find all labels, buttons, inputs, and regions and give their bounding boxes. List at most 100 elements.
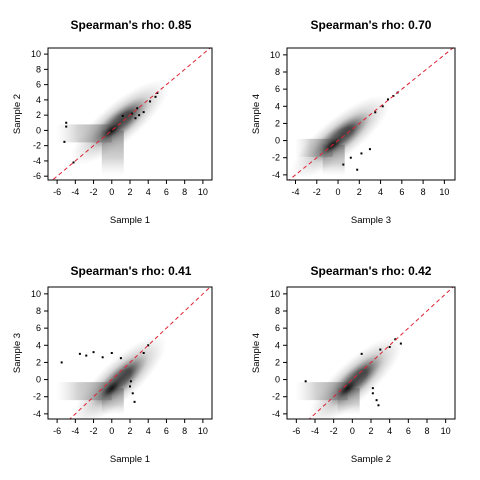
outlier-point <box>388 346 391 348</box>
y-tick-label: 2 <box>275 357 280 367</box>
x-tick-label: -6 <box>292 426 300 436</box>
outlier-point <box>147 344 150 347</box>
x-tick-label: 6 <box>399 187 404 197</box>
chart-title: Spearman's rho: 0.85 <box>71 18 192 32</box>
x-axis-label: Sample 1 <box>110 215 150 226</box>
x-tick-label: 2 <box>127 426 132 436</box>
x-tick-label: -6 <box>53 187 61 197</box>
outlier-point <box>399 342 402 345</box>
x-tick-label: 10 <box>198 187 208 197</box>
y-tick-label: 8 <box>36 64 41 74</box>
y-tick-label: 8 <box>275 67 280 77</box>
outlier-point <box>377 404 380 407</box>
x-tick-label: 10 <box>441 426 451 436</box>
outlier-point <box>110 352 113 354</box>
y-tick-label: 10 <box>270 289 280 299</box>
density-area <box>56 287 211 419</box>
y-tick-label: -4 <box>272 409 280 419</box>
reference-line <box>51 48 211 180</box>
outlier-point <box>121 114 124 117</box>
y-axis-label: Sample 4 <box>251 333 262 373</box>
outlier-point <box>131 392 134 395</box>
x-tick-label: 4 <box>146 426 151 436</box>
outlier-point <box>129 385 131 388</box>
outlier-point <box>134 117 137 120</box>
x-tick-label: -4 <box>291 187 299 197</box>
outlier-point <box>149 100 152 103</box>
density-core <box>93 370 131 407</box>
x-tick-label: 0 <box>336 187 341 197</box>
panel-1: -6 -4 -2 0 2 4 6 8 10 -6 -4 -2 0 2 4 6 8 10 Spearman's rho… <box>12 18 213 226</box>
outlier-point <box>387 98 390 101</box>
x-tick-label: -4 <box>71 187 79 197</box>
y-tick-label: -6 <box>33 171 41 181</box>
y-tick-label: 2 <box>36 357 41 367</box>
outlier-point <box>379 348 382 351</box>
x-tick-label: -4 <box>311 426 319 436</box>
outlier-point <box>381 105 384 108</box>
x-tick-label: 2 <box>368 426 373 436</box>
outlier-point <box>65 125 68 128</box>
y-tick-label: 2 <box>36 110 41 120</box>
x-axis-label: Sample 1 <box>110 454 150 465</box>
x-tick-label: 0 <box>350 426 355 436</box>
x-tick-label: 6 <box>164 187 169 197</box>
y-tick-label: 4 <box>275 340 280 350</box>
y-tick-label: -2 <box>33 392 41 402</box>
outlier-point <box>375 399 378 402</box>
y-tick-label: 10 <box>31 289 41 299</box>
y-tick-label: 4 <box>275 101 280 111</box>
outlier-point <box>142 352 145 354</box>
x-tick-label: 8 <box>182 426 187 436</box>
outlier-point <box>360 352 363 355</box>
density-area <box>51 48 211 180</box>
x-tick-label: 8 <box>424 426 429 436</box>
x-tick-label: 2 <box>357 187 362 197</box>
outlier-point <box>72 161 75 164</box>
outlier-point <box>360 152 363 155</box>
outlier-point <box>78 352 81 355</box>
outlier-point <box>142 111 145 114</box>
y-tick-label: 0 <box>275 136 280 146</box>
y-tick-label: 10 <box>31 49 41 59</box>
y-tick-label: -4 <box>272 170 280 180</box>
y-tick-label: 8 <box>36 306 41 316</box>
outlier-point <box>60 361 63 364</box>
outlier-point <box>394 338 397 341</box>
y-tick-label: 6 <box>275 323 280 333</box>
x-tick-label: 0 <box>109 187 114 197</box>
x-tick-label: 4 <box>146 187 151 197</box>
outlier-point <box>138 114 141 117</box>
y-tick-label: -4 <box>33 409 41 419</box>
x-tick-label: -4 <box>71 426 79 436</box>
outlier-point <box>156 92 159 95</box>
y-axis-label: Sample 4 <box>251 94 262 134</box>
reference-line <box>308 287 454 419</box>
outlier-point <box>130 112 133 115</box>
y-tick-label: 6 <box>36 323 41 333</box>
y-tick-label: 4 <box>36 95 41 105</box>
x-tick-label: 10 <box>439 187 449 197</box>
panel-4: -6 -4 -2 0 2 4 6 8 10 -4 -2 0 2 4 6 8 10 Spearman's rho: … <box>251 264 456 465</box>
y-tick-label: -2 <box>272 392 280 402</box>
panel-2: -4 -2 0 2 4 6 8 10 -4 -2 0 2 4 6 8 10 Spearman's rho: 0.… <box>251 18 456 226</box>
y-tick-label: 4 <box>36 340 41 350</box>
outlier-point <box>63 140 66 143</box>
x-tick-label: 6 <box>406 426 411 436</box>
outlier-point <box>154 95 157 98</box>
y-tick-label: -2 <box>33 141 41 151</box>
outlier-point <box>92 351 95 354</box>
plot-frame <box>286 47 456 181</box>
density-area <box>295 287 454 419</box>
outlier-point <box>133 400 136 403</box>
outlier-point <box>85 354 88 357</box>
y-tick-label: 0 <box>275 375 280 385</box>
x-axis-label: Sample 3 <box>351 215 391 226</box>
x-tick-label: 4 <box>387 426 392 436</box>
y-tick-label: 6 <box>36 80 41 90</box>
x-tick-label: -2 <box>90 426 98 436</box>
outlier-point <box>136 107 139 110</box>
y-tick-label: 10 <box>270 50 280 60</box>
x-tick-label: 4 <box>378 187 383 197</box>
